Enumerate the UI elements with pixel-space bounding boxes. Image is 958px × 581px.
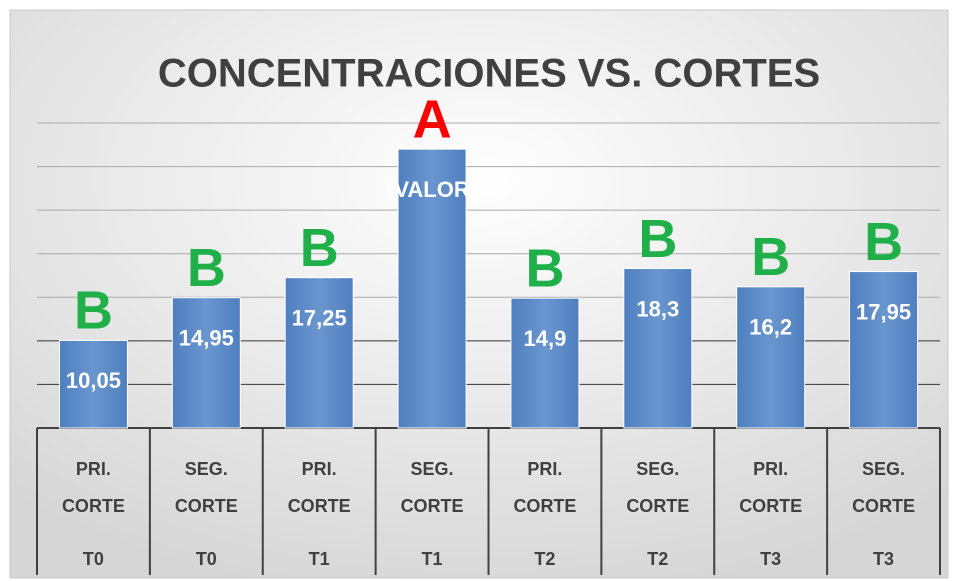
chart-title: CONCENTRACIONES VS. CORTES xyxy=(158,52,820,96)
value-label: 17,25 xyxy=(292,305,347,330)
x-group-label: T1 xyxy=(422,549,443,569)
significance-letter: B xyxy=(74,281,113,341)
bar xyxy=(58,339,128,429)
value-label: 14,9 xyxy=(524,326,567,351)
x-group-label: T0 xyxy=(83,549,104,569)
value-label: 18,3 xyxy=(636,296,679,321)
significance-letter: B xyxy=(187,238,226,298)
x-tick-label: PRI. CORTE xyxy=(62,459,125,516)
bar xyxy=(849,271,919,429)
bar xyxy=(171,297,241,429)
bar xyxy=(284,277,354,429)
x-group-label: T1 xyxy=(309,549,330,569)
value-label: 14,95 xyxy=(179,326,234,351)
bar xyxy=(510,297,580,429)
x-group-label: T0 xyxy=(196,549,217,569)
x-group-label: T2 xyxy=(647,549,668,569)
x-group-label: T3 xyxy=(760,549,781,569)
x-tick-label: PRI. CORTE xyxy=(288,459,351,516)
value-label: 17,95 xyxy=(856,299,911,324)
x-tick-label: SEG. CORTE xyxy=(175,459,238,516)
bar xyxy=(623,268,693,429)
bar xyxy=(397,148,467,429)
x-tick-label: PRI. CORTE xyxy=(739,459,802,516)
x-tick-label: SEG. CORTE xyxy=(626,459,689,516)
significance-letter: B xyxy=(751,227,790,287)
bar xyxy=(736,286,806,429)
x-group-label: T2 xyxy=(534,549,555,569)
significance-letter: B xyxy=(300,218,339,278)
value-label: [VALOR] xyxy=(387,177,477,202)
x-tick-label: PRI. CORTE xyxy=(513,459,576,516)
x-tick-label: SEG. CORTE xyxy=(852,459,915,516)
value-label: 10,05 xyxy=(66,368,121,393)
significance-letter: B xyxy=(638,209,677,269)
value-label: 16,2 xyxy=(749,315,792,340)
significance-letter: B xyxy=(525,238,564,298)
x-group-label: T3 xyxy=(873,549,894,569)
significance-letter: A xyxy=(413,89,452,149)
x-tick-label: SEG. CORTE xyxy=(401,459,464,516)
significance-letter: B xyxy=(864,212,903,272)
